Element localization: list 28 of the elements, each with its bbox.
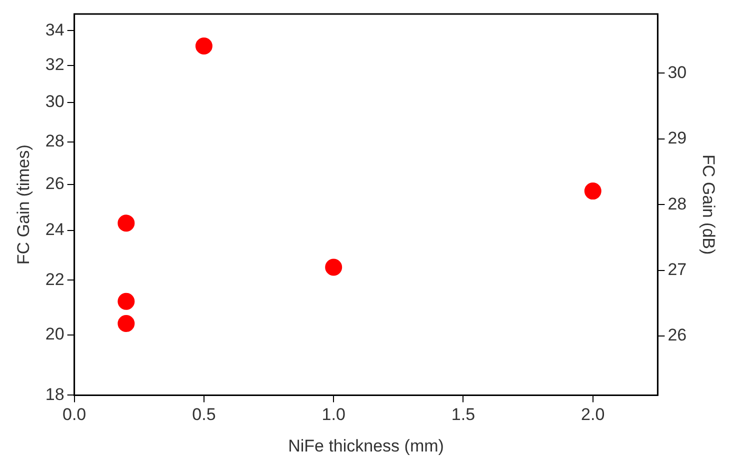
x-tick-label: 0.5: [192, 405, 216, 424]
point: [118, 292, 135, 310]
point: [584, 182, 602, 200]
x-tick-label: 2.0: [581, 405, 605, 424]
x-tick-label: 1.5: [451, 405, 476, 424]
y2-tick-label: 30: [668, 62, 687, 82]
point: [118, 314, 135, 332]
y2-tick-label: 29: [668, 128, 687, 148]
y-tick-label: 22: [45, 270, 64, 289]
y-tick-label: 34: [45, 20, 64, 40]
point: [118, 214, 135, 232]
y-tick-label: 30: [45, 92, 64, 112]
y-tick-label: 28: [45, 132, 64, 151]
point: [195, 37, 212, 54]
x-tick-label: 1.0: [322, 405, 346, 424]
y-tick-label: 32: [45, 55, 64, 74]
y-axis-title: FC Gain (times): [14, 144, 33, 265]
y-tick-label: 18: [45, 384, 64, 404]
x-axis-title: NiFe thickness (mm): [288, 436, 444, 456]
y-tick-label: 24: [45, 220, 64, 239]
point: [325, 258, 342, 276]
y2-tick-label: 26: [668, 326, 687, 345]
y-tick-label: 26: [45, 174, 64, 194]
y-tick-label: 20: [45, 324, 64, 344]
x-tick-label: 0.0: [62, 405, 86, 424]
y2-tick-label: 28: [668, 194, 687, 214]
y2-axis-title: FC Gain (dB): [699, 154, 718, 255]
y2-tick-label: 27: [668, 260, 687, 280]
